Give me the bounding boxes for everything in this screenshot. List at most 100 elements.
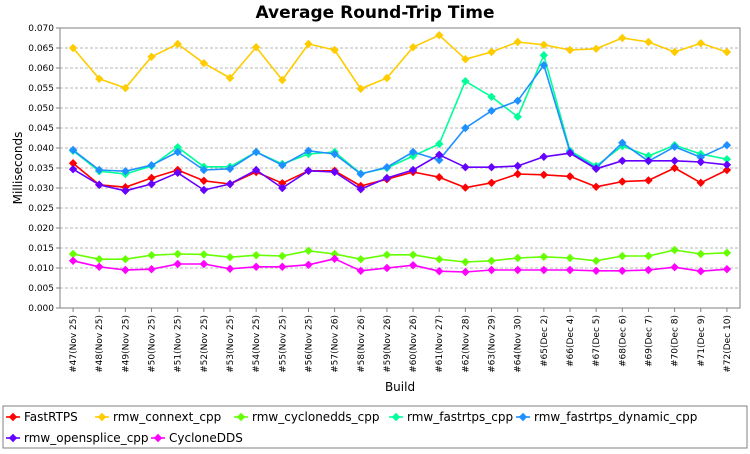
x-tick-labels: #47(Nov 25) #48(Nov 25) #49(Nov 25) #50(Nov… <box>69 315 733 373</box>
series-line <box>72 152 728 192</box>
data-point <box>565 149 575 158</box>
series-rmw-connext-cpp <box>68 31 732 93</box>
data-point <box>251 43 261 52</box>
x-tick-label: #63(Nov 29) <box>488 315 498 373</box>
data-point <box>199 259 209 269</box>
y-tick-label: 0.055 <box>28 84 54 94</box>
data-point <box>670 263 679 272</box>
x-tick-label: #54(Nov 25) <box>252 315 262 373</box>
data-point <box>539 265 549 275</box>
y-tick-label: 0.035 <box>28 164 54 174</box>
y-tick-label: 0.060 <box>28 64 54 74</box>
data-point <box>696 267 705 276</box>
x-tick-label: #59(Nov 26) <box>383 315 393 373</box>
data-point <box>68 256 78 265</box>
data-point <box>670 156 679 165</box>
data-point <box>278 183 287 193</box>
data-point <box>591 44 601 53</box>
data-point <box>565 172 575 181</box>
data-point <box>565 265 575 275</box>
data-point <box>356 266 365 275</box>
data-point <box>225 164 235 173</box>
data-point <box>461 55 470 64</box>
data-point <box>330 254 339 263</box>
data-point <box>696 178 705 187</box>
data-point <box>251 147 261 157</box>
data-point <box>670 142 679 151</box>
data-point <box>539 252 549 261</box>
legend-swatch-marker <box>518 412 528 422</box>
data-point <box>95 262 104 271</box>
legend-label: rmw_connext_cpp <box>113 410 221 424</box>
data-point <box>121 167 130 176</box>
legend-label: rmw_fastrtps_cpp <box>407 410 513 424</box>
series-line <box>72 162 728 189</box>
data-point <box>251 251 261 260</box>
data-point <box>95 74 104 83</box>
data-point <box>304 39 313 49</box>
data-point <box>147 161 156 170</box>
series-fastrtps <box>68 159 732 192</box>
data-point <box>278 179 287 188</box>
data-point <box>461 77 470 86</box>
data-point <box>539 152 549 161</box>
legend: FastRTPS rmw_connext_cpp rmw_cyclonedds_cp… <box>6 410 697 445</box>
data-point <box>487 47 496 57</box>
data-point <box>565 45 575 55</box>
data-point <box>513 161 522 171</box>
data-point <box>408 43 418 52</box>
data-point <box>644 37 653 47</box>
data-point <box>591 256 601 265</box>
data-point <box>147 265 156 274</box>
x-tick-label: #48(Nov 25) <box>95 315 105 373</box>
data-point <box>644 151 653 161</box>
data-point <box>722 265 732 274</box>
data-point <box>251 165 261 175</box>
legend-box <box>2 405 748 449</box>
data-point <box>670 163 679 173</box>
data-point <box>356 169 365 179</box>
x-tick-label: #58(Nov 26) <box>357 315 367 373</box>
y-tick-label: 0.070 <box>28 24 54 34</box>
data-point <box>121 186 130 195</box>
data-point <box>670 245 679 255</box>
data-point <box>408 147 418 157</box>
x-tick-label: #52(Nov 25) <box>200 315 210 373</box>
data-point <box>173 147 182 157</box>
data-point <box>408 165 418 175</box>
data-point <box>722 165 732 175</box>
legend-item: rmw_cyclonedds_cpp <box>234 410 380 424</box>
y-tick-labels: 0.000 0.005 0.010 0.015 0.020 0.025 0.030 0.035… <box>28 24 54 314</box>
data-point <box>225 73 235 83</box>
data-point <box>487 106 496 115</box>
legend-item: rmw_connext_cpp <box>95 410 221 424</box>
data-point <box>435 31 444 40</box>
legend-swatch-marker <box>97 412 107 422</box>
data-point <box>696 153 705 162</box>
data-point <box>330 167 339 177</box>
x-tick-label: #70(Dec 8) <box>671 315 681 367</box>
x-tick-label: #47(Nov 25) <box>69 315 79 373</box>
data-point <box>696 39 705 48</box>
data-point <box>68 43 78 53</box>
series-line <box>72 34 728 90</box>
data-point <box>696 249 705 259</box>
legend-label: rmw_cyclonedds_cpp <box>252 410 380 424</box>
x-tick-label: #64(Nov 30) <box>514 315 524 373</box>
data-point <box>278 251 287 261</box>
y-tick-label: 0.010 <box>28 264 54 274</box>
data-point <box>199 176 209 185</box>
data-point <box>304 146 313 155</box>
x-tick-label: #60(Nov 26) <box>409 315 419 373</box>
data-point <box>487 265 496 275</box>
data-point <box>95 180 104 189</box>
data-point <box>173 259 182 269</box>
data-point <box>539 61 549 70</box>
data-point <box>461 163 470 172</box>
data-point <box>539 40 549 49</box>
data-point <box>147 173 156 183</box>
data-point <box>618 156 627 165</box>
y-tick-label: 0.045 <box>28 124 54 134</box>
data-point <box>408 261 418 270</box>
x-tick-label: #56(Nov 25) <box>304 315 314 373</box>
